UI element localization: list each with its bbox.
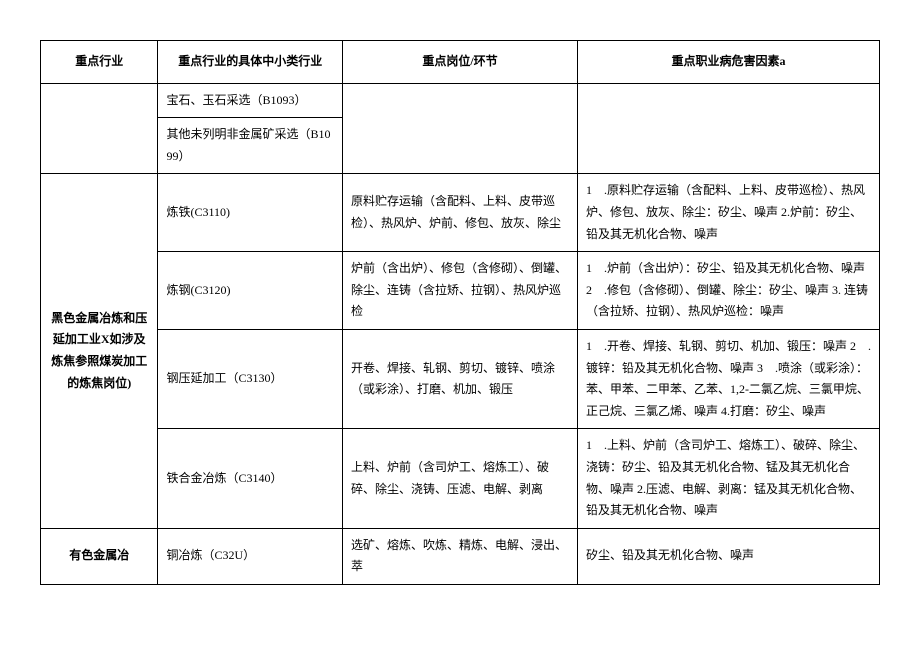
cell-industry-blackmetal: 黑色金属冶炼和压延加工业X如涉及炼焦参照煤炭加工的炼焦岗位) — [41, 174, 158, 528]
cell-industry-nonferrous: 有色金属冶 — [41, 528, 158, 584]
table-row: 铁合金冶炼（C3140） 上料、炉前（含司炉工、熔炼工）、破碎、除尘、浇铸、压滤… — [41, 429, 880, 528]
cell-sub: 铁合金冶炼（C3140） — [158, 429, 343, 528]
hazard-table: 重点行业 重点行业的具体中小类行业 重点岗位/环节 重点职业病危害因素a 宝石、… — [40, 40, 880, 585]
table-header-row: 重点行业 重点行业的具体中小类行业 重点岗位/环节 重点职业病危害因素a — [41, 41, 880, 84]
header-subindustry: 重点行业的具体中小类行业 — [158, 41, 343, 84]
cell-post-empty — [343, 83, 578, 174]
header-post: 重点岗位/环节 — [343, 41, 578, 84]
cell-haz: 1 .开卷、焊接、轧钢、剪切、机加、锻压：噪声 2 .镀锌：铅及其无机化合物、噪… — [577, 329, 879, 428]
cell-post: 选矿、熔炼、吹炼、精炼、电解、浸出、萃 — [343, 528, 578, 584]
table-row: 黑色金属冶炼和压延加工业X如涉及炼焦参照煤炭加工的炼焦岗位) 炼铁(C3110)… — [41, 174, 880, 252]
header-hazard: 重点职业病危害因素a — [577, 41, 879, 84]
cell-haz: 1 .炉前（含出炉）：矽尘、铅及其无机化合物、噪声 2 .修包（含修砌）、倒罐、… — [577, 252, 879, 330]
cell-industry-empty — [41, 83, 158, 174]
cell-sub: 宝石、玉石采选（B1093） — [158, 83, 343, 118]
cell-sub: 炼铁(C3110) — [158, 174, 343, 252]
cell-post: 开卷、焊接、轧钢、剪切、镀锌、喷涂（或彩涂）、打磨、机加、锻压 — [343, 329, 578, 428]
table-row: 钢压延加工（C3130） 开卷、焊接、轧钢、剪切、镀锌、喷涂（或彩涂）、打磨、机… — [41, 329, 880, 428]
cell-haz: 矽尘、铅及其无机化合物、噪声 — [577, 528, 879, 584]
table-row: 宝石、玉石采选（B1093） — [41, 83, 880, 118]
table-row: 炼钢(C3120) 炉前（含出炉）、修包（含修砌）、倒罐、除尘、连铸（含拉矫、拉… — [41, 252, 880, 330]
cell-sub: 钢压延加工（C3130） — [158, 329, 343, 428]
cell-haz: 1 .上料、炉前（含司炉工、熔炼工）、破碎、除尘、浇铸：矽尘、铅及其无机化合物、… — [577, 429, 879, 528]
cell-sub: 炼钢(C3120) — [158, 252, 343, 330]
cell-haz: 1 .原料贮存运输（含配料、上料、皮带巡检）、热风炉、修包、放灰、除尘：矽尘、噪… — [577, 174, 879, 252]
cell-sub: 铜冶炼（C32U） — [158, 528, 343, 584]
cell-sub: 其他未列明非金属矿采选（B1099） — [158, 118, 343, 174]
cell-post: 炉前（含出炉）、修包（含修砌）、倒罐、除尘、连铸（含拉矫、拉钢）、热风炉巡检 — [343, 252, 578, 330]
table-row: 有色金属冶 铜冶炼（C32U） 选矿、熔炼、吹炼、精炼、电解、浸出、萃 矽尘、铅… — [41, 528, 880, 584]
cell-haz-empty — [577, 83, 879, 174]
cell-post: 上料、炉前（含司炉工、熔炼工）、破碎、除尘、浇铸、压滤、电解、剥离 — [343, 429, 578, 528]
cell-post: 原料贮存运输（含配料、上料、皮带巡检）、热风炉、炉前、修包、放灰、除尘 — [343, 174, 578, 252]
header-industry: 重点行业 — [41, 41, 158, 84]
